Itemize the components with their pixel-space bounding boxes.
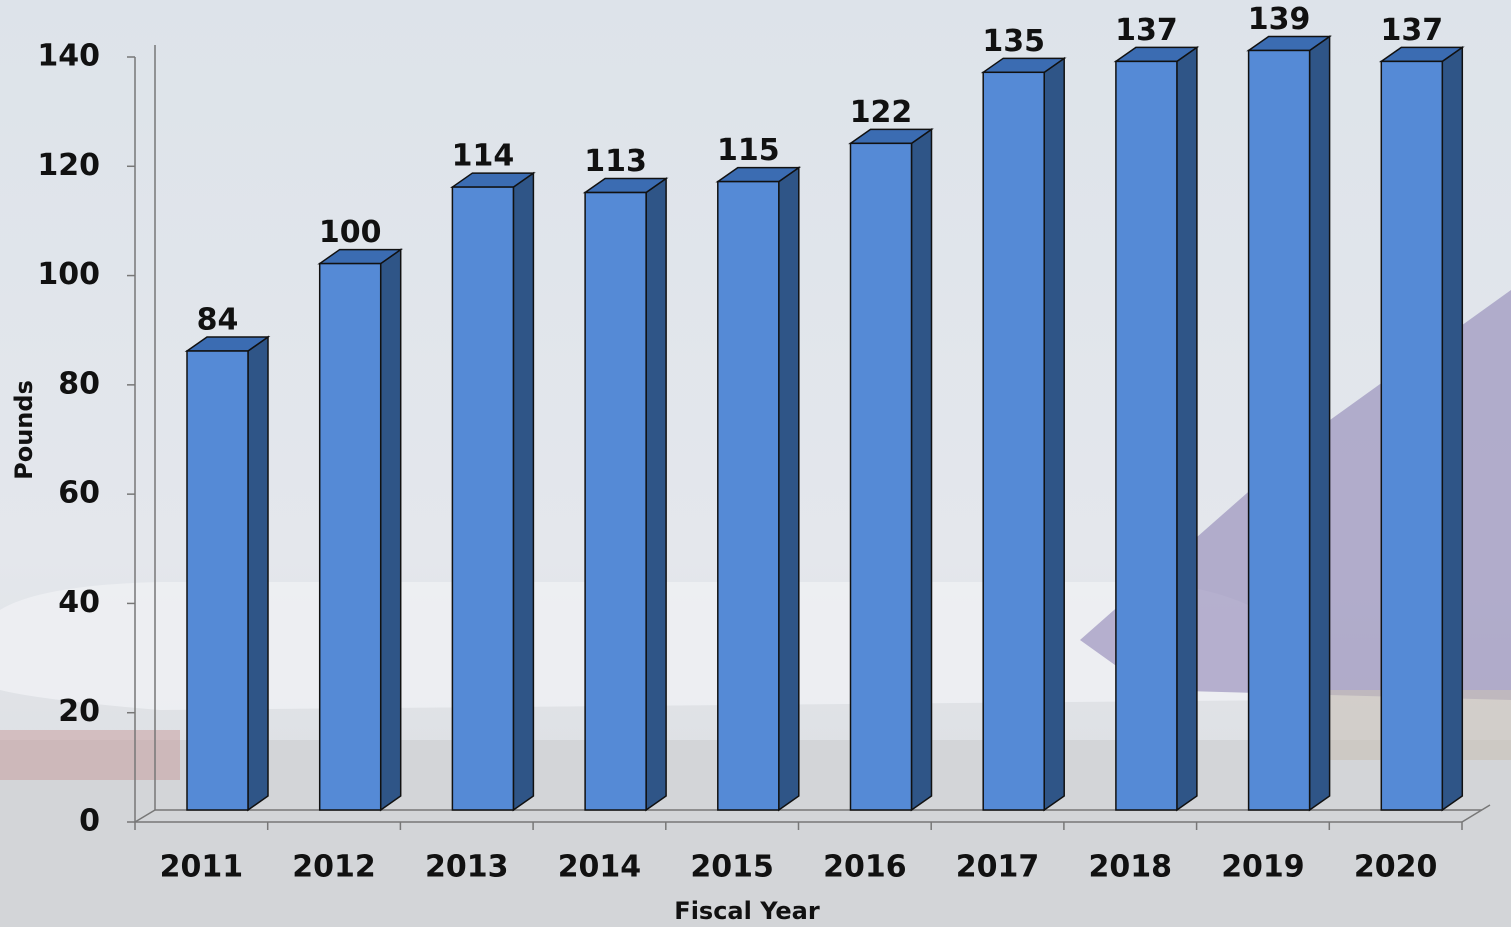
data-label: 137	[1380, 13, 1443, 48]
bar-side	[1441, 45, 1464, 812]
data-label: 114	[452, 139, 515, 174]
data-label: 115	[717, 133, 780, 168]
bar-side	[1043, 56, 1065, 812]
x-tick-label: 2013	[425, 850, 509, 885]
data-label: 84	[197, 303, 239, 338]
y-tick-label: 80	[58, 366, 100, 401]
x-tick-label: 2012	[292, 850, 376, 885]
data-label: 135	[982, 24, 1045, 59]
bar	[717, 180, 780, 811]
x-tick-label: 2018	[1089, 850, 1173, 885]
bar-side	[379, 248, 402, 812]
bar-side	[645, 177, 667, 812]
bar-side	[778, 166, 800, 812]
data-label: 113	[584, 144, 647, 179]
y-tick-label: 120	[37, 148, 100, 183]
y-tick-label: 60	[58, 476, 100, 511]
data-label: 137	[1115, 13, 1178, 48]
x-axis-title: Fiscal Year	[674, 897, 820, 925]
x-tick-label: 2016	[823, 850, 907, 885]
data-label: 122	[850, 95, 913, 130]
bar-side	[1308, 35, 1331, 812]
bar	[1247, 49, 1311, 811]
y-tick-label: 100	[37, 257, 100, 292]
bar-side	[910, 127, 933, 812]
data-label: 139	[1248, 2, 1311, 37]
y-tick-label: 140	[37, 39, 100, 74]
y-tick-label: 40	[58, 585, 100, 620]
x-tick-label: 2014	[558, 850, 642, 885]
bar	[1115, 60, 1178, 811]
x-tick-label: 2011	[160, 850, 244, 885]
bar	[982, 71, 1045, 811]
x-tick-label: 2019	[1221, 850, 1305, 885]
bar	[584, 191, 647, 811]
bar-side	[512, 171, 535, 812]
x-tick-label: 2015	[690, 850, 774, 885]
bar-side	[247, 335, 269, 812]
data-label: 100	[319, 215, 382, 250]
bar	[1380, 60, 1444, 811]
y-axis-title: Pounds	[10, 380, 38, 480]
bar	[451, 186, 515, 811]
bar	[186, 350, 249, 811]
y-tick-label: 20	[58, 694, 100, 729]
x-tick-label: 2020	[1354, 850, 1438, 885]
bar-side	[1176, 45, 1198, 812]
bar	[318, 262, 382, 811]
bar	[849, 142, 913, 811]
y-tick-label: 0	[79, 804, 100, 839]
x-tick-label: 2017	[956, 850, 1040, 885]
